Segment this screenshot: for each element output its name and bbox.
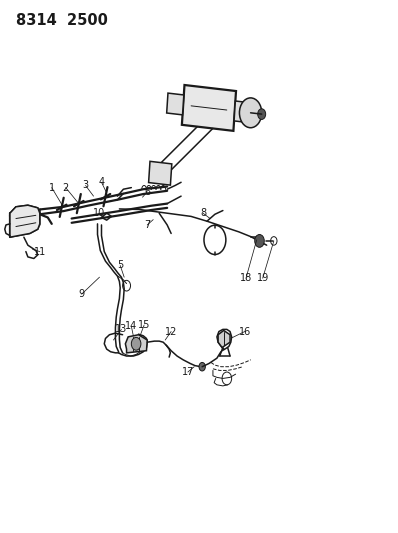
Text: 2: 2 — [62, 183, 69, 192]
Polygon shape — [10, 205, 40, 237]
Text: 9: 9 — [78, 289, 85, 299]
Text: 17: 17 — [181, 367, 194, 377]
Circle shape — [199, 362, 205, 371]
Circle shape — [255, 235, 264, 247]
Text: 14: 14 — [125, 321, 137, 331]
Text: 3: 3 — [82, 181, 89, 190]
Text: 13: 13 — [115, 325, 127, 334]
Polygon shape — [182, 85, 236, 131]
Polygon shape — [125, 335, 147, 353]
Circle shape — [131, 337, 141, 350]
Text: 6: 6 — [144, 187, 150, 197]
Text: 18: 18 — [240, 273, 252, 283]
Text: 8314  2500: 8314 2500 — [16, 13, 108, 28]
Circle shape — [240, 98, 262, 128]
Text: 1: 1 — [49, 183, 55, 192]
Text: 4: 4 — [98, 177, 105, 187]
Text: 5: 5 — [117, 261, 123, 270]
Text: 16: 16 — [239, 327, 251, 336]
Polygon shape — [148, 161, 172, 185]
Text: 12: 12 — [165, 327, 178, 336]
Polygon shape — [218, 330, 230, 348]
Text: 7: 7 — [144, 220, 150, 230]
Text: 8: 8 — [200, 208, 206, 218]
Text: 11: 11 — [34, 247, 46, 256]
Text: 15: 15 — [138, 320, 150, 330]
Text: 10: 10 — [93, 208, 105, 218]
Polygon shape — [167, 93, 184, 115]
Polygon shape — [234, 101, 251, 123]
Circle shape — [258, 109, 265, 119]
Text: 19: 19 — [257, 273, 269, 283]
